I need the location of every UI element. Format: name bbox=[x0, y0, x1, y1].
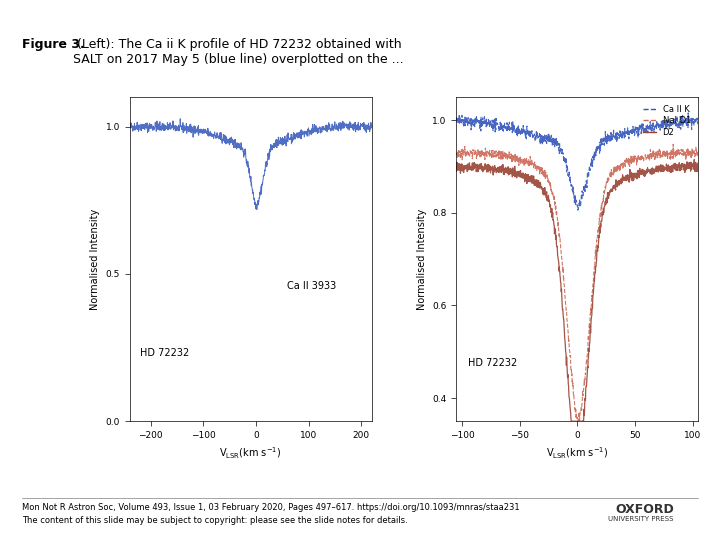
Text: Mon Not R Astron Soc, Volume 493, Issue 1, 03 February 2020, Pages 497–617. http: Mon Not R Astron Soc, Volume 493, Issue … bbox=[22, 503, 519, 512]
Text: Ca II 3933: Ca II 3933 bbox=[287, 281, 337, 291]
Text: HD 72232: HD 72232 bbox=[468, 357, 517, 368]
Text: Figure 3.: Figure 3. bbox=[22, 38, 84, 51]
Text: The content of this slide may be subject to copyright: please see the slide note: The content of this slide may be subject… bbox=[22, 516, 408, 525]
Text: (Left): The Ca ii K profile of HD 72232 obtained with
SALT on 2017 May 5 (blue l: (Left): The Ca ii K profile of HD 72232 … bbox=[73, 38, 404, 66]
Text: HD 72232: HD 72232 bbox=[140, 348, 189, 359]
Text: UNIVERSITY PRESS: UNIVERSITY PRESS bbox=[608, 516, 674, 522]
Text: OXFORD: OXFORD bbox=[616, 503, 675, 516]
Y-axis label: Normalised Intensity: Normalised Intensity bbox=[90, 208, 100, 310]
X-axis label: V$_{\rm LSR}$(km s$^{-1}$): V$_{\rm LSR}$(km s$^{-1}$) bbox=[546, 446, 608, 461]
X-axis label: V$_{\rm LSR}$(km s$^{-1}$): V$_{\rm LSR}$(km s$^{-1}$) bbox=[220, 446, 282, 461]
Legend: Ca II K, NaI D1, D2: Ca II K, NaI D1, D2 bbox=[640, 102, 694, 140]
Y-axis label: Normalised Intensity: Normalised Intensity bbox=[417, 208, 427, 310]
